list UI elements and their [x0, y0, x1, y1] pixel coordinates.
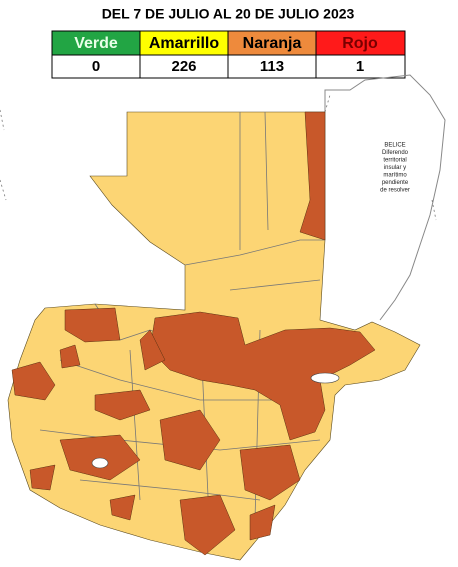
- value-cell: 113: [260, 58, 284, 75]
- value-cell: 226: [171, 58, 196, 75]
- municipio: [149, 311, 376, 441]
- title: DEL 7 DE JULIO AL 20 DE JULIO 2023: [102, 6, 355, 22]
- header-cell: Amarrillo: [149, 35, 219, 52]
- municipio: [179, 494, 236, 556]
- border-dotted: [0, 94, 437, 221]
- note-line: pendiente: [382, 180, 409, 186]
- municipio: [299, 111, 326, 241]
- municipio: [59, 434, 141, 481]
- value-cell: 1: [356, 58, 364, 75]
- lake: [310, 372, 340, 384]
- note-line: Diferendo: [382, 150, 409, 156]
- note-line: de resolver: [380, 188, 410, 194]
- municipio: [64, 307, 121, 343]
- cell: [51, 30, 141, 56]
- header-cell: Rojo: [342, 35, 378, 52]
- note-line: insular y: [384, 165, 406, 171]
- cell: [315, 30, 406, 56]
- legend-table: Verde Amarrillo Naranja Rojo 0 226 113 1: [51, 30, 406, 79]
- value-cell: 0: [92, 58, 100, 75]
- municipio: [249, 504, 276, 541]
- municipio: [239, 444, 301, 501]
- note-line: territorial: [383, 158, 406, 164]
- municipio: [94, 389, 151, 421]
- municipio: [29, 329, 166, 521]
- municipio: [159, 409, 221, 471]
- municipio: [11, 361, 56, 401]
- lake: [91, 457, 109, 469]
- header-cell: Verde: [74, 35, 118, 52]
- note-line: marítimo: [383, 173, 407, 179]
- border-belize: [324, 74, 446, 321]
- note-line: BELICE: [384, 143, 405, 149]
- cell: [139, 30, 229, 56]
- header-cell: Naranja: [243, 35, 302, 52]
- map: [0, 74, 446, 561]
